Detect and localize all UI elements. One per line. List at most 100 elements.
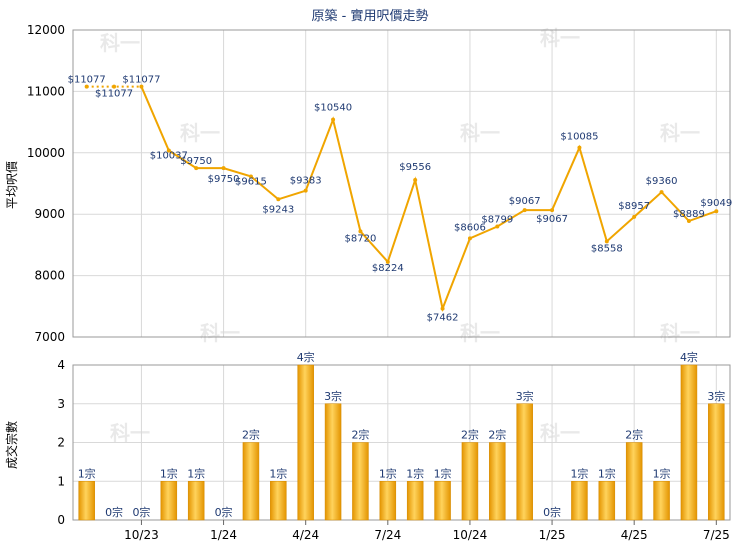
- x-tick-label: 1/25: [539, 528, 566, 542]
- price-data-label: $10085: [560, 132, 598, 143]
- x-tick-label: 4/25: [621, 528, 648, 542]
- price-point: [495, 224, 500, 229]
- count-bar: [187, 481, 205, 521]
- count-data-label: 1宗: [570, 466, 588, 480]
- x-tick-label: 1/24: [210, 528, 237, 542]
- price-tick-label: 12000: [27, 23, 65, 37]
- price-data-label: $9615: [235, 176, 267, 187]
- watermark-text: 科一: [180, 121, 220, 145]
- price-tick-label: 8000: [34, 269, 65, 283]
- watermark-text: 科一: [110, 421, 150, 445]
- count-bar: [78, 481, 95, 521]
- count-axis-label: 成交宗數: [4, 421, 19, 469]
- count-bar: [625, 442, 643, 521]
- price-data-label: $7462: [427, 313, 459, 324]
- price-point: [467, 236, 472, 241]
- count-bar: [516, 403, 533, 521]
- count-tick-label: 2: [57, 436, 65, 450]
- count-data-label: 1宗: [598, 466, 616, 480]
- price-data-label: $9067: [509, 196, 541, 207]
- watermark-text: 科一: [200, 321, 240, 345]
- watermark-text: 科一: [460, 321, 500, 345]
- count-data-label: 2宗: [488, 428, 506, 442]
- price-tick-label: 11000: [27, 84, 65, 98]
- count-data-label: 0宗: [215, 505, 233, 519]
- watermark-text: 科一: [540, 421, 580, 445]
- count-bar: [489, 442, 506, 521]
- x-tick-label: 10/23: [124, 528, 159, 542]
- price-point: [248, 174, 253, 179]
- count-bar: [160, 481, 178, 521]
- price-point: [358, 229, 363, 234]
- price-data-label: $8720: [345, 233, 377, 244]
- count-data-label: 1宗: [379, 466, 397, 480]
- price-point: [84, 84, 89, 89]
- count-data-label: 4宗: [297, 350, 315, 364]
- watermark-text: 科一: [660, 121, 700, 145]
- count-data-label: 1宗: [160, 466, 178, 480]
- price-data-label: $10540: [314, 103, 352, 114]
- count-plot-frame: [72, 364, 731, 521]
- price-data-label: $9383: [290, 176, 322, 187]
- price-point: [550, 208, 555, 213]
- count-bar: [297, 364, 314, 521]
- price-point: [714, 209, 719, 214]
- chart-title: 原築 - 實用呎價走勢: [312, 8, 429, 24]
- price-data-label: $9243: [262, 204, 294, 215]
- price-point: [276, 197, 281, 202]
- count-tick-label: 0: [57, 513, 65, 527]
- count-data-label: 4宗: [680, 350, 698, 364]
- count-bar: [598, 481, 616, 521]
- count-bar: [352, 442, 369, 521]
- count-tick-label: 1: [57, 474, 65, 488]
- price-point: [686, 219, 691, 224]
- count-bar: [708, 403, 725, 521]
- count-data-label: 3宗: [324, 389, 342, 403]
- price-point: [577, 145, 582, 150]
- count-data-label: 1宗: [406, 466, 424, 480]
- count-data-label: 0宗: [105, 505, 123, 519]
- price-data-label: $10037: [150, 151, 188, 162]
- price-point: [413, 178, 418, 183]
- x-tick-label: 7/24: [374, 528, 401, 542]
- x-tick-label: 7/25: [703, 528, 730, 542]
- price-data-label: $11077: [68, 75, 106, 86]
- count-data-label: 2宗: [351, 428, 369, 442]
- price-data-label: $8889: [673, 209, 705, 220]
- price-point: [522, 208, 527, 213]
- count-data-label: 2宗: [461, 428, 479, 442]
- count-data-label: 2宗: [625, 428, 643, 442]
- count-data-label: 1宗: [434, 466, 452, 480]
- price-data-label: $11077: [122, 75, 160, 86]
- count-data-label: 0宗: [543, 505, 561, 519]
- count-data-label: 1宗: [187, 466, 205, 480]
- count-bar: [324, 403, 342, 521]
- count-data-label: 0宗: [132, 505, 150, 519]
- price-tick-label: 9000: [34, 207, 65, 221]
- count-data-label: 2宗: [242, 428, 260, 442]
- count-bar: [434, 481, 451, 521]
- count-bar: [242, 442, 260, 521]
- price-data-label: $8224: [372, 263, 404, 274]
- price-point: [303, 188, 308, 193]
- count-data-label: 1宗: [78, 466, 96, 480]
- count-data-label: 1宗: [269, 466, 287, 480]
- count-bar: [461, 442, 479, 521]
- x-tick-label: 4/24: [292, 528, 319, 542]
- price-point: [112, 84, 117, 89]
- watermark-text: 科一: [660, 321, 700, 345]
- price-point: [385, 259, 390, 264]
- count-bar: [379, 481, 397, 521]
- price-point: [166, 148, 171, 153]
- count-bar: [406, 481, 424, 521]
- count-bar: [571, 481, 588, 521]
- price-point: [194, 166, 199, 171]
- price-tick-label: 10000: [27, 146, 65, 160]
- count-bar: [270, 481, 287, 521]
- price-data-label: $9067: [536, 214, 568, 225]
- count-data-label: 3宗: [707, 389, 725, 403]
- price-data-label: $8606: [454, 222, 486, 233]
- price-point: [440, 306, 445, 311]
